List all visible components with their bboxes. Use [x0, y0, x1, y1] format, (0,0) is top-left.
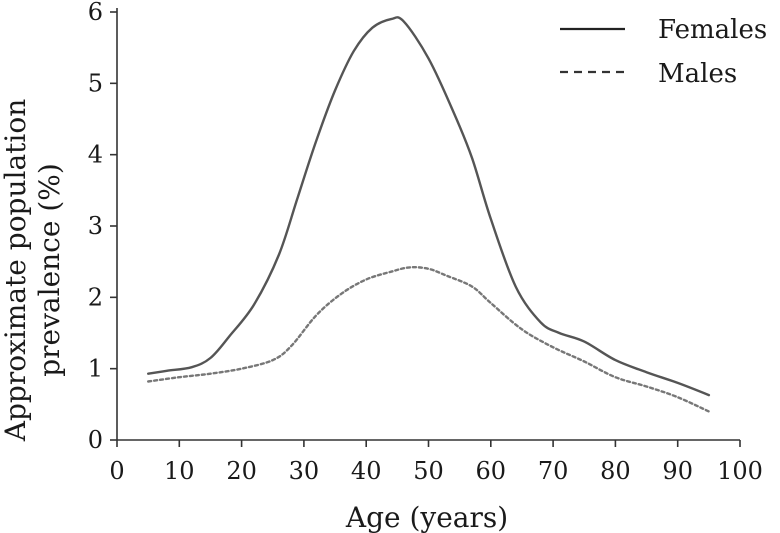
- y-axis-title-line-1: Approximate population: [0, 99, 32, 443]
- series-layer: [147, 16, 711, 413]
- series-line-males: [147, 266, 711, 413]
- y-tick-label: 6: [88, 0, 103, 26]
- y-axis-ticks: 0 1 2 3 4 5 6: [88, 0, 117, 454]
- y-axis-title-line-2: prevalence (%): [33, 163, 66, 377]
- legend: Females Males: [560, 15, 767, 89]
- series-line-females: [147, 16, 711, 397]
- y-axis-title: Approximate population prevalence (%): [0, 99, 66, 443]
- x-axis-ticks: 0 10 20 30 40 50 60 70 80 90 100: [109, 440, 763, 485]
- x-tick-label: 70: [538, 457, 569, 485]
- y-tick-label: 4: [88, 141, 103, 169]
- y-tick-label: 3: [88, 212, 103, 240]
- x-axis-title: Age (years): [345, 501, 508, 533]
- legend-item-males: Males: [560, 59, 737, 89]
- x-tick-label: 100: [717, 457, 763, 485]
- legend-label-females: Females: [658, 15, 767, 45]
- legend-label-males: Males: [658, 59, 737, 89]
- y-tick-label: 2: [88, 283, 103, 311]
- x-tick-label: 10: [164, 457, 195, 485]
- legend-item-females: Females: [560, 15, 767, 45]
- chart-axes: [116, 8, 740, 441]
- x-tick-label: 60: [476, 457, 507, 485]
- x-tick-label: 20: [226, 457, 257, 485]
- y-tick-label: 5: [88, 69, 103, 97]
- x-tick-label: 80: [600, 457, 631, 485]
- x-tick-label: 30: [289, 457, 320, 485]
- x-tick-label: 90: [662, 457, 693, 485]
- y-tick-label: 1: [88, 355, 103, 383]
- x-tick-label: 50: [413, 457, 444, 485]
- x-tick-label: 40: [351, 457, 382, 485]
- x-tick-label: 0: [109, 457, 124, 485]
- y-tick-label: 0: [88, 426, 103, 454]
